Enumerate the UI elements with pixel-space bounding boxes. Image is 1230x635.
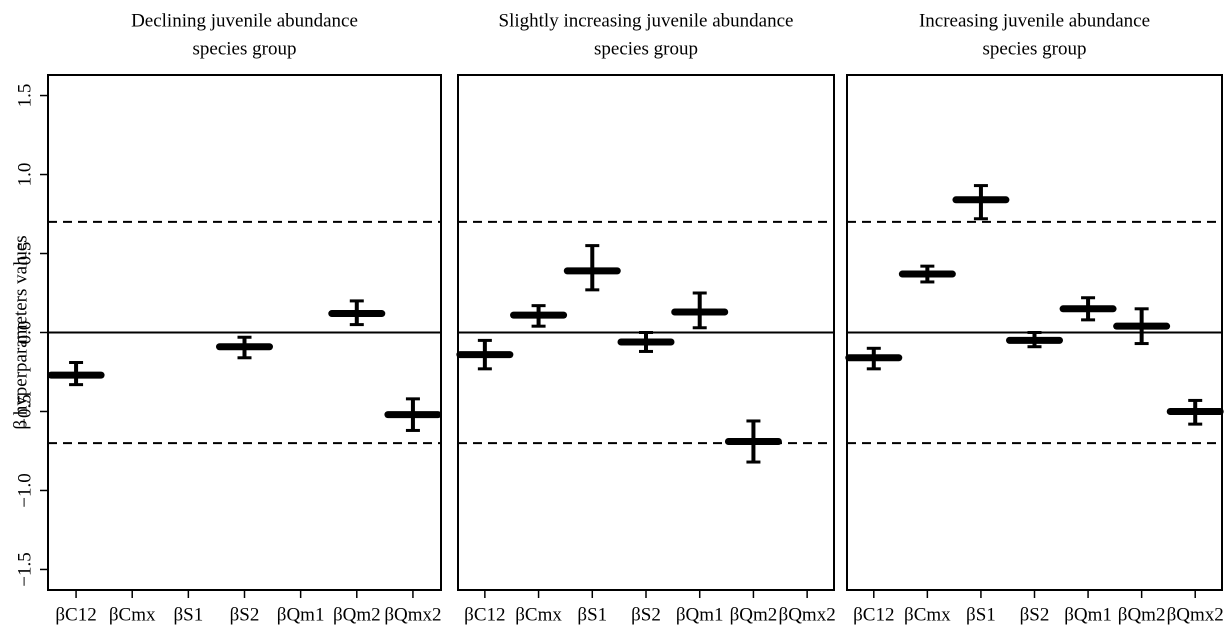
x-tick-label: βQm2 [730,604,778,625]
x-tick-label: βS2 [631,604,661,625]
x-tick-label: βS2 [1020,604,1050,625]
panel-title: Declining juvenile abundance [131,10,358,31]
panel-frame [457,74,835,591]
x-tick-label: βQmx2 [384,604,441,625]
x-tick-label: βQm1 [1064,604,1112,625]
x-tick-label: βQm1 [277,604,325,625]
x-tick-label: βS1 [173,604,203,625]
x-tick-label: βQm2 [333,604,381,625]
x-tick-label: βCmx [904,604,951,625]
x-tick-label: βC12 [853,604,894,625]
panel-frame [846,74,1223,591]
panel-title: species group [193,38,297,59]
y-tick-label: −0.5 [14,394,35,428]
y-tick-label: −1.5 [14,552,35,586]
x-tick-label: βCmx [109,604,156,625]
y-tick-label: 1.0 [14,163,35,187]
x-tick-label: βQm2 [1118,604,1166,625]
x-tick-label: βS1 [577,604,607,625]
y-tick-label: −1.0 [14,473,35,507]
x-tick-label: βQm1 [676,604,724,625]
x-tick-label: βC12 [464,604,505,625]
y-axis-label: β hyperparameters values [10,235,31,429]
x-tick-label: βQmx2 [779,604,836,625]
y-tick-label: 0.5 [14,242,35,266]
x-tick-label: βS1 [966,604,996,625]
y-tick-label: 1.5 [14,84,35,108]
panel-title: species group [594,38,698,59]
panel-title: species group [983,38,1087,59]
x-tick-label: βS2 [230,604,260,625]
panel-frame [47,74,442,591]
x-tick-label: βC12 [55,604,96,625]
x-tick-label: βCmx [515,604,562,625]
panel-title: Increasing juvenile abundance [919,10,1150,31]
panel-title: Slightly increasing juvenile abundance [499,10,794,31]
y-tick-label: 0.0 [14,321,35,345]
x-tick-label: βQmx2 [1167,604,1224,625]
